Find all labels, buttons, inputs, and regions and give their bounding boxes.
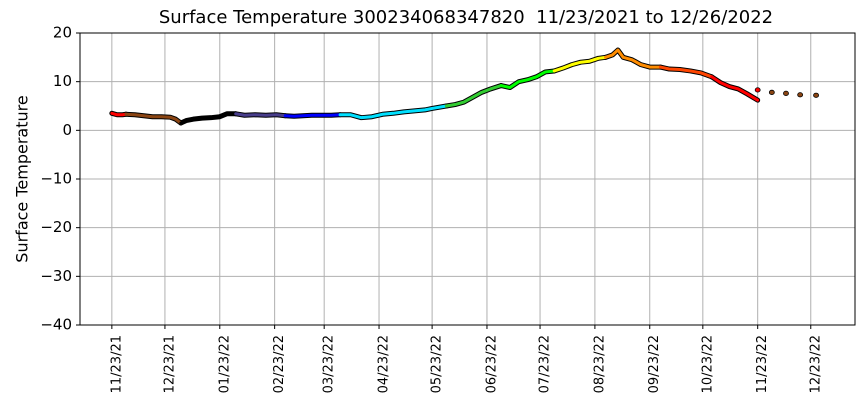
- y-tick-label: 10: [53, 72, 72, 90]
- series-line: [234, 112, 287, 118]
- y-tick-label: −40: [40, 316, 72, 334]
- series-line: [110, 111, 128, 117]
- series-line: [283, 113, 342, 118]
- x-tick-label: 12/23/22: [808, 335, 823, 393]
- x-tick-label: 05/23/22: [430, 335, 445, 393]
- series-line: [124, 112, 183, 125]
- data-point: [813, 92, 819, 98]
- series-line: [552, 55, 608, 73]
- series-line: [604, 48, 662, 69]
- x-tick-label: 03/23/22: [322, 335, 337, 393]
- data-point: [768, 89, 775, 95]
- x-tick-label: 07/23/22: [538, 335, 553, 393]
- data-point: [797, 92, 804, 98]
- x-tick-label: 04/23/22: [377, 335, 392, 393]
- x-tick-label: 11/23/21: [109, 335, 124, 393]
- chart-title: Surface Temperature 300234068347820 11/2…: [159, 7, 773, 28]
- series-line: [710, 75, 760, 102]
- y-tick-label: 20: [53, 24, 72, 42]
- x-tick-label: 12/23/21: [162, 335, 177, 393]
- y-tick-label: −10: [40, 170, 72, 188]
- y-tick-label: 0: [62, 121, 72, 139]
- data-point: [783, 90, 789, 96]
- x-tick-label: 01/23/22: [217, 335, 232, 393]
- series-line: [338, 104, 448, 120]
- data-point: [754, 87, 761, 93]
- x-tick-label: 02/23/22: [272, 335, 287, 393]
- plot-area: [109, 47, 819, 126]
- y-axis-label: Surface Temperature: [13, 95, 32, 262]
- x-tick-label: 08/23/22: [592, 335, 607, 393]
- series-line: [499, 69, 556, 90]
- x-tick-label: 10/23/22: [700, 335, 715, 393]
- series-line: [658, 65, 714, 79]
- y-tick-label: −30: [40, 267, 72, 285]
- x-tick-label: 06/23/22: [484, 335, 499, 393]
- y-tick-label: −20: [40, 218, 72, 236]
- series-line: [179, 112, 238, 125]
- x-tick-label: 11/23/22: [755, 335, 770, 393]
- series-line: [444, 84, 503, 108]
- x-tick-label: 09/23/22: [647, 335, 662, 393]
- grid: [80, 32, 855, 326]
